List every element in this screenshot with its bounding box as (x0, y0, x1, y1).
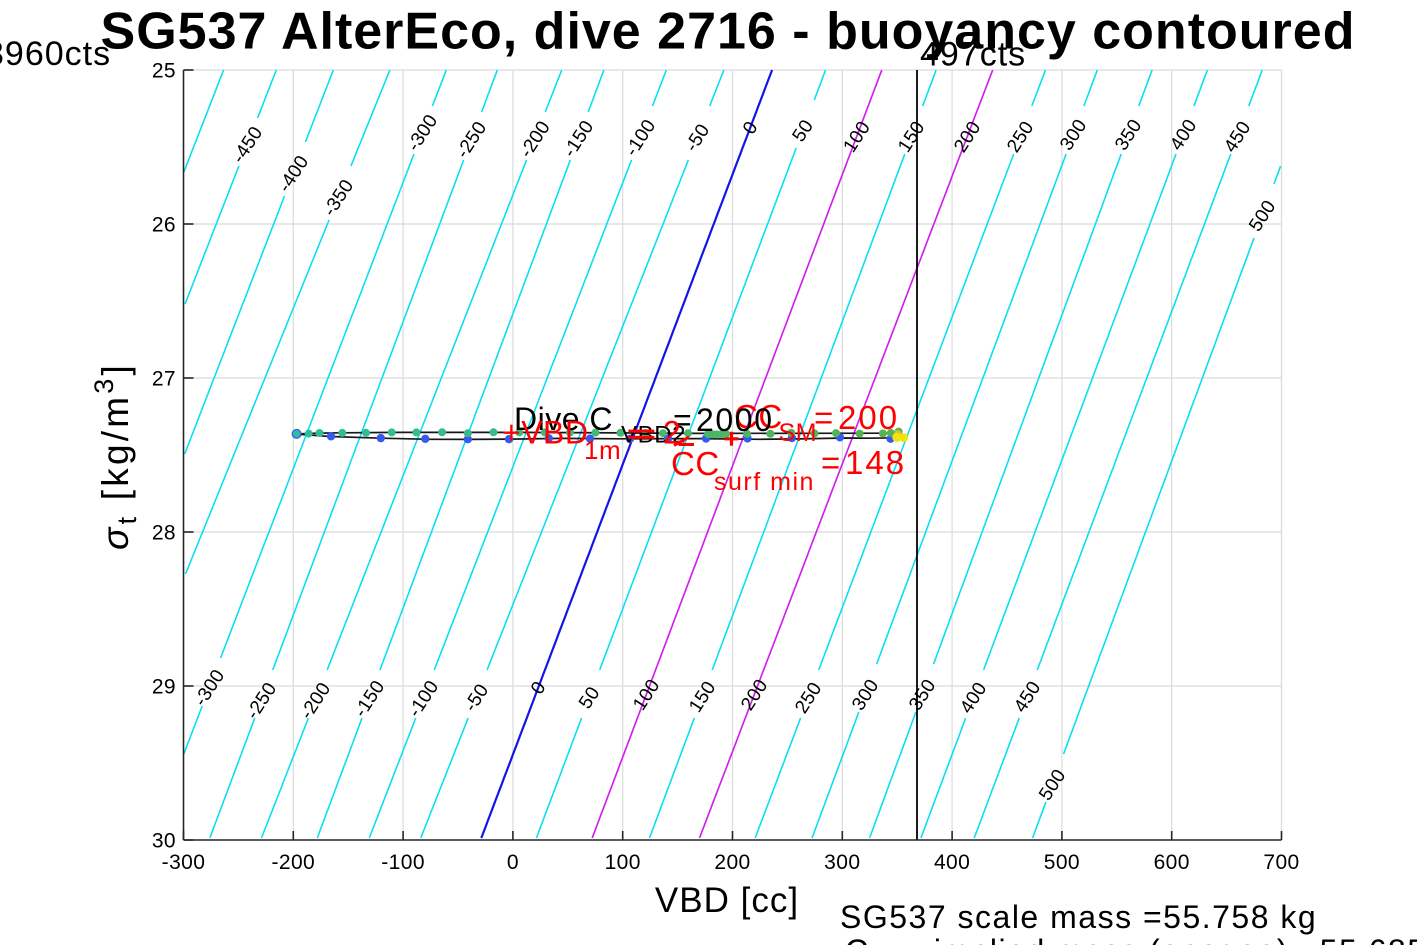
svg-text:26: 26 (152, 214, 176, 237)
svg-text:700: 700 (1263, 851, 1299, 874)
svg-text:SG537 scale mass =55.758 kg: SG537 scale mass =55.758 kg (840, 899, 1317, 935)
svg-text:SM: SM (779, 419, 818, 447)
svg-text:+VBD: +VBD (502, 415, 588, 451)
svg-text:25: 25 (152, 60, 176, 83)
svg-text:2000: 2000 (696, 402, 774, 438)
svg-text:28: 28 (152, 522, 176, 545)
svg-text:29: 29 (152, 676, 176, 699)
svg-text:=: = (673, 402, 692, 438)
svg-text:200: 200 (714, 851, 750, 874)
svg-text:CC: CC (671, 445, 720, 482)
svg-text:3960cts: 3960cts (0, 35, 111, 73)
svg-text:30: 30 (152, 830, 176, 853)
svg-text:300: 300 (824, 851, 860, 874)
svg-text:0: 0 (507, 851, 519, 874)
svg-text:1m: 1m (584, 435, 621, 465)
svg-text:VBD [cc]: VBD [cc] (655, 881, 799, 920)
svg-text:σt [kg/m3]: σt [kg/m3] (89, 362, 142, 550)
svg-text:-300: -300 (162, 851, 206, 874)
svg-text:500: 500 (1044, 851, 1080, 874)
svg-text:200: 200 (838, 399, 899, 436)
svg-text:27: 27 (152, 368, 176, 391)
svg-text:497cts: 497cts (920, 36, 1026, 74)
svg-text:Dive C: Dive C (514, 401, 613, 437)
svg-text:-200: -200 (271, 851, 315, 874)
svg-text:=: = (814, 399, 834, 436)
svg-text:148: 148 (845, 444, 906, 481)
svg-text:600: 600 (1154, 851, 1190, 874)
svg-text:-100: -100 (381, 851, 425, 874)
svg-text:surf min: surf min (714, 468, 815, 496)
svg-text:100: 100 (605, 851, 641, 874)
svg-text:CC: CC (734, 398, 783, 435)
svg-text:2: 2 (663, 415, 681, 451)
svg-text:SG537 AlterEco, dive 2716 - bu: SG537 AlterEco, dive 2716 - buoyancy con… (101, 3, 1356, 61)
svg-text:400: 400 (934, 851, 970, 874)
svg-text:=: = (821, 444, 841, 481)
